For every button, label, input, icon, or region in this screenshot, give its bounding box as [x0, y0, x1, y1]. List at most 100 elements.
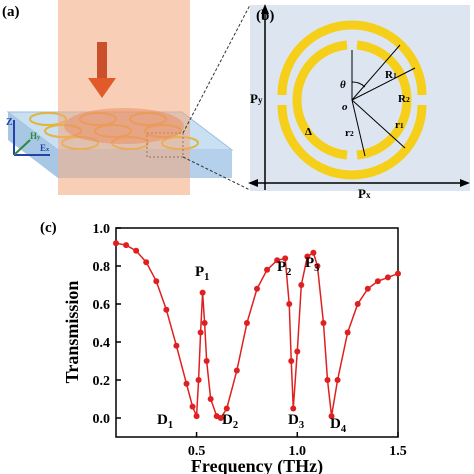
beam [58, 0, 190, 195]
data-point [223, 405, 230, 412]
data-point [304, 253, 311, 260]
data-point [320, 320, 327, 326]
annotation: D1 [157, 412, 173, 431]
label-delta: Δ [305, 126, 312, 138]
axis-h: Hy [30, 131, 41, 141]
data-point [290, 405, 297, 412]
annotation-main: D [288, 412, 299, 428]
annotation-sub: 4 [341, 424, 347, 435]
data-point [183, 380, 190, 387]
data-point [217, 415, 224, 421]
annotation: D3 [288, 412, 304, 431]
origin: o [342, 101, 348, 113]
data-point [374, 278, 381, 285]
annotation-sub: 3 [299, 420, 304, 431]
data-point [201, 320, 208, 326]
data-point [334, 377, 341, 383]
y-axis-title: Transmission [62, 281, 82, 384]
panel-label: (c) [40, 220, 57, 236]
panel-label: (b) [256, 8, 274, 24]
data-point [324, 377, 331, 383]
annotation-main: D [157, 412, 168, 428]
axis-z: Z [6, 117, 13, 128]
data-point [384, 274, 391, 281]
annotation-sub: 2 [233, 420, 238, 431]
data-point [203, 358, 210, 364]
data-point [133, 247, 140, 254]
data-point [286, 301, 293, 307]
axis-e: Ex [40, 143, 50, 153]
data-point [354, 301, 361, 307]
data-point [310, 249, 317, 256]
y-tick-label: 0.8 [93, 260, 111, 275]
data-point [113, 240, 119, 247]
beam-spot [64, 108, 184, 144]
arrow-shaft [97, 42, 107, 80]
data-point [314, 263, 321, 269]
data-point [163, 306, 170, 313]
data-point [264, 266, 271, 273]
annotation: D2 [222, 412, 238, 431]
label-r1-big: R1 [385, 69, 397, 81]
y-tick-label: 0.4 [93, 336, 111, 351]
data-point [294, 348, 301, 355]
data-point [274, 257, 281, 264]
annotation: P1 [195, 264, 209, 283]
data-point [243, 320, 250, 326]
series-line [115, 242, 399, 419]
label-py: Py [250, 91, 263, 106]
y-tick-label: 1.0 [93, 222, 111, 237]
data-point [189, 403, 196, 410]
data-point [254, 285, 260, 292]
annotation-sub: 2 [286, 267, 291, 278]
split-rings [277, 20, 427, 180]
y-tick-label: 0.6 [93, 298, 111, 313]
data-point [197, 329, 204, 336]
x-tick-label: 0.5 [188, 444, 206, 459]
slab-side [8, 112, 58, 178]
data-point [193, 413, 200, 420]
annotation-sub: 1 [204, 272, 209, 283]
theta: θ [340, 79, 346, 91]
zoom-line [182, 156, 251, 191]
data-point [173, 342, 180, 349]
x-tick-label: 1.5 [389, 444, 407, 459]
radii [351, 44, 416, 157]
y-tick-label: 0.2 [93, 374, 111, 389]
axes-a [13, 120, 50, 156]
arrow-head [261, 4, 269, 14]
cell-background [250, 5, 470, 191]
data-point [233, 367, 240, 374]
annotation-main: P [305, 255, 314, 271]
data-point [328, 413, 335, 420]
annotation: D4 [330, 416, 347, 435]
annotation-main: P [195, 264, 204, 280]
data-point [364, 285, 371, 292]
data-point [207, 396, 214, 402]
data-point [153, 278, 160, 285]
arrow-head [88, 78, 116, 98]
annotation-sub: 1 [168, 420, 173, 431]
annotation-sub: 3 [314, 263, 319, 274]
data-point [143, 259, 150, 266]
label-r2-big: R2 [398, 93, 410, 105]
label-r2: r2 [345, 127, 354, 139]
label-px: Px [358, 186, 371, 201]
x-axis-title: Frequency (THz) [191, 456, 323, 474]
panel-a: Z Hy Ex (a) [2, 0, 251, 195]
label-r1: r1 [395, 119, 404, 131]
panel-label: (a) [2, 4, 20, 20]
plot-frame [115, 227, 399, 438]
data-point [395, 270, 401, 277]
data-point [195, 377, 202, 383]
y-tick-label: 0.0 [93, 412, 111, 427]
data-point [123, 242, 130, 249]
data-point [344, 329, 351, 336]
annotation-main: P [277, 259, 286, 275]
arrow-head [248, 179, 258, 187]
data-point [282, 255, 289, 262]
annotation: P3 [305, 255, 319, 274]
panel-c: (c) Frequency (THz) Transmission 0.0 0.2 0… [40, 220, 407, 474]
annotation: P2 [277, 259, 291, 278]
